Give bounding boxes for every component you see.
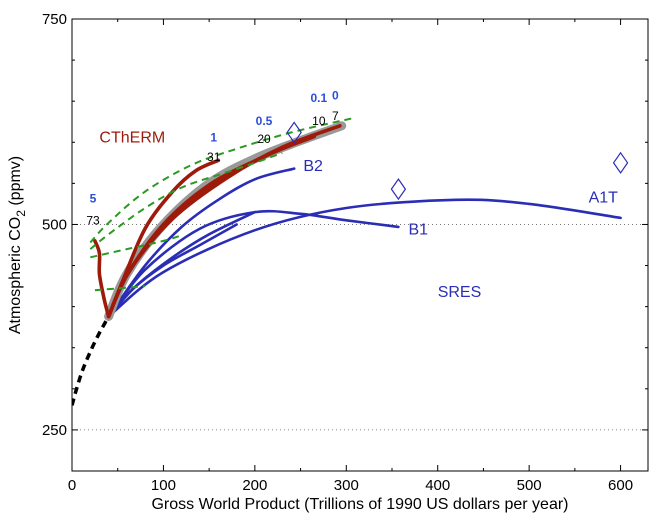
scenario-diamond-marker bbox=[612, 151, 629, 174]
sres-label: SRES bbox=[438, 284, 482, 301]
x-tick-label: 200 bbox=[242, 477, 267, 494]
x-tick-label: 300 bbox=[334, 477, 359, 494]
ctherm-year-label: 10 bbox=[312, 114, 326, 128]
b1-label: B1 bbox=[408, 221, 428, 238]
sres-curve-A1T bbox=[107, 198, 622, 318]
x-tick-label: 0 bbox=[68, 477, 76, 494]
ctherm-rate-label: 1 bbox=[210, 130, 217, 144]
y-axis-title: Atmospheric CO2 (ppmv) bbox=[7, 156, 28, 334]
ctherm-curve-3 bbox=[106, 124, 342, 319]
green-dashed-curve-2 bbox=[90, 234, 183, 259]
ctherm-rate-label: 0.5 bbox=[256, 114, 273, 128]
y-tick-label: 250 bbox=[42, 422, 67, 439]
ctherm-year-label: 20 bbox=[257, 132, 271, 146]
green-dashed-curve-1 bbox=[89, 152, 283, 250]
ctherm-curve-4 bbox=[93, 239, 111, 319]
ctherm-rate-label: 5 bbox=[90, 191, 97, 205]
grid-layer bbox=[72, 224, 648, 431]
scenario-diamond-marker bbox=[286, 121, 302, 144]
green-dashed-curve-0 bbox=[89, 116, 356, 244]
ctherm-year-label: 73 bbox=[86, 213, 100, 227]
label-layer: 5 73 1 31 0.5 20 0.1 10 0 7 CThERM B2 B1 A1T SRES bbox=[86, 89, 629, 301]
x-tick-label: 100 bbox=[151, 477, 176, 494]
ctherm-rate-label: 0 bbox=[332, 89, 339, 103]
plot-frame bbox=[71, 18, 649, 472]
y-tick-label: 750 bbox=[42, 11, 67, 28]
x-axis-title: Gross World Product (Trillions of 1990 U… bbox=[151, 496, 568, 513]
sres-curve-4 bbox=[107, 223, 238, 318]
x-tick-label: 400 bbox=[425, 477, 450, 494]
sres-curve-B2 bbox=[107, 167, 296, 318]
y-axis-title-sub: 2 bbox=[14, 210, 28, 217]
data-layer bbox=[72, 116, 622, 406]
ctherm-rate-label: 0.1 bbox=[311, 91, 328, 105]
x-tick-label: 600 bbox=[608, 477, 633, 494]
historical-co2-line bbox=[72, 315, 111, 406]
y-axis-title-unit: (ppmv) bbox=[7, 156, 24, 210]
ctherm-year-label: 7 bbox=[332, 109, 339, 123]
ctherm-gray-band bbox=[104, 121, 347, 321]
y-axis-title-main: Atmospheric CO bbox=[7, 217, 24, 334]
b2-label: B2 bbox=[303, 158, 323, 175]
ctherm-year-label: 31 bbox=[207, 150, 221, 164]
scenario-diamond-marker bbox=[390, 178, 407, 201]
sres-curve-B1 bbox=[107, 209, 400, 318]
y-tick-label: 500 bbox=[42, 216, 67, 233]
a1t-label: A1T bbox=[589, 189, 619, 206]
x-tick-label: 500 bbox=[517, 477, 542, 494]
ctherm-label: CThERM bbox=[99, 129, 165, 146]
